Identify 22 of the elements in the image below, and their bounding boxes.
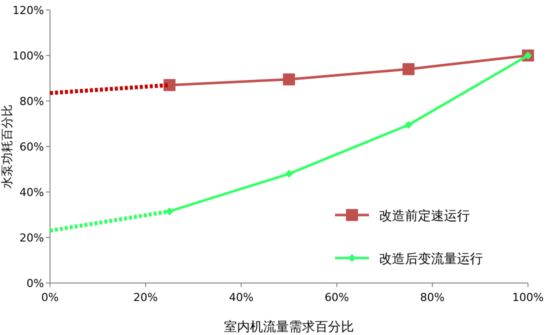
- point: [402, 63, 414, 76]
- legend-label: 改造后变流量运行: [379, 251, 483, 267]
- point: [404, 120, 412, 129]
- y-tick-label: 20%: [20, 232, 44, 244]
- y-tick-label: 80%: [20, 95, 44, 108]
- point: [285, 170, 293, 178]
- x-axis-title: 室内机流量需求百分比: [224, 319, 354, 335]
- point: [283, 73, 295, 86]
- legend-label: 改造前定速运行: [379, 209, 470, 224]
- y-tick-label: 120%: [12, 4, 44, 17]
- y-axis-title: 水泵功耗百分比: [0, 104, 14, 188]
- x-tick-label: 100%: [512, 291, 544, 304]
- y-tick-label: 100%: [12, 50, 44, 62]
- x-tick-label: 0%: [41, 291, 59, 304]
- y-tick-label: 40%: [20, 186, 44, 199]
- x-tick-label: 60%: [324, 291, 350, 304]
- x-tick-label: 40%: [228, 291, 254, 304]
- y-tick-label: 0%: [26, 277, 44, 290]
- x-tick-label: 20%: [133, 291, 158, 304]
- point: [164, 79, 176, 92]
- x-tick-label: 80%: [420, 291, 445, 304]
- y-tick-label: 60%: [20, 140, 44, 154]
